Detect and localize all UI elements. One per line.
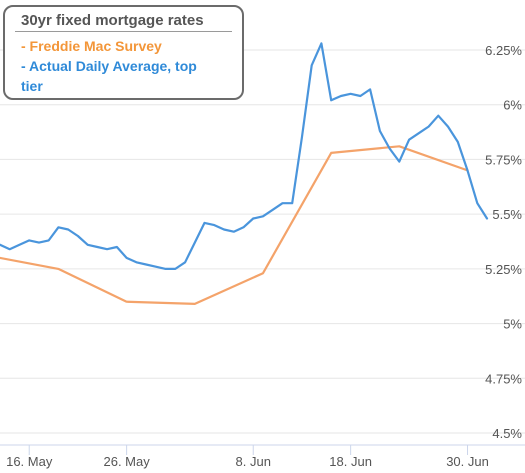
- y-tick-label: 5.5%: [492, 207, 522, 222]
- chart-title: 30yr fixed mortgage rates: [15, 11, 232, 32]
- y-tick-label: 4.5%: [492, 426, 522, 441]
- x-tick-label: 18. Jun: [329, 454, 372, 469]
- legend-entry-daily-average[interactable]: - Actual Daily Average, top tier: [15, 56, 211, 96]
- chart-legend: 30yr fixed mortgage rates - Freddie Mac …: [3, 5, 244, 100]
- x-tick-label: 30. Jun: [446, 454, 489, 469]
- x-tick-label: 16. May: [6, 454, 53, 469]
- y-tick-label: 6.25%: [485, 43, 522, 58]
- x-tick-label: 26. May: [103, 454, 150, 469]
- y-tick-label: 5%: [503, 317, 522, 332]
- series-lines: [0, 42, 489, 305]
- legend-entry-freddie-mac[interactable]: - Freddie Mac Survey: [15, 36, 232, 56]
- x-axis: 16. May 26. May 8. Jun 18. Jun 30. Jun: [0, 444, 525, 469]
- series-line-freddie-mac[interactable]: [0, 145, 469, 305]
- gridlines: [0, 49, 525, 434]
- series-line-daily-average[interactable]: [0, 42, 489, 270]
- x-tick-label: 8. Jun: [236, 454, 271, 469]
- y-tick-label: 6%: [503, 98, 522, 113]
- y-tick-label: 5.75%: [485, 152, 522, 167]
- y-tick-label: 5.25%: [485, 262, 522, 277]
- y-axis: 4.5% 4.75% 5% 5.25% 5.5% 5.75% 6% 6.25%: [485, 43, 522, 441]
- legend-label-freddie-mac: - Freddie Mac Survey: [21, 38, 162, 54]
- legend-label-daily-average: - Actual Daily Average, top tier: [21, 58, 197, 94]
- y-tick-label: 4.75%: [485, 371, 522, 386]
